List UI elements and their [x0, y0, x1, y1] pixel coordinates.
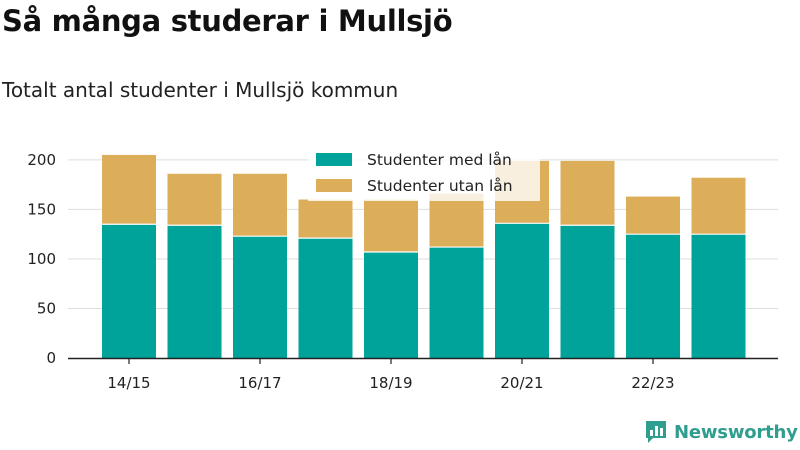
chart-subtitle: Totalt antal studenter i Mullsjö kommun	[2, 78, 399, 102]
legend-label: Studenter utan lån	[367, 177, 513, 195]
legend-swatch	[316, 153, 352, 166]
brand-name: Newsworthy	[674, 421, 798, 443]
bar-with-loan	[691, 234, 746, 358]
bar-with-loan	[167, 225, 222, 358]
bar-without-loan	[691, 177, 746, 235]
y-tick-label: 0	[46, 349, 56, 367]
bar-with-loan	[102, 224, 156, 358]
bar-with-loan	[298, 238, 353, 358]
bar-without-loan	[429, 193, 484, 248]
y-tick-label: 150	[27, 200, 56, 218]
chart-title: Så många studerar i Mullsjö	[2, 4, 453, 38]
y-tick-label: 100	[27, 250, 56, 268]
bar-with-loan	[626, 234, 680, 358]
legend-label: Studenter med lån	[367, 151, 512, 169]
y-tick-label: 200	[27, 151, 56, 169]
bar-with-loan	[233, 236, 287, 358]
x-tick-label: 20/21	[500, 374, 543, 392]
axes: 0 50 100 150 200 14/15 16/17 18/19 20/21 22/23	[27, 151, 778, 392]
bar-with-loan	[429, 247, 484, 358]
legend: Studenter med lån Studenter utan lån	[308, 145, 540, 201]
bar-with-loan	[560, 225, 615, 358]
newsworthy-logo-icon	[646, 421, 666, 443]
bar-without-loan	[102, 154, 156, 225]
y-tick-label: 50	[37, 299, 56, 317]
bar-with-loan	[495, 223, 549, 358]
bar-without-loan	[233, 173, 287, 237]
x-tick-label: 16/17	[238, 374, 281, 392]
legend-swatch	[316, 179, 352, 192]
bar-with-loan	[364, 252, 418, 358]
x-tick-label: 14/15	[107, 374, 150, 392]
x-tick-label: 18/19	[369, 374, 412, 392]
bar-without-loan	[364, 199, 418, 253]
bar-without-loan	[298, 199, 353, 239]
bar-without-loan	[560, 160, 615, 226]
bar-without-loan	[626, 196, 680, 235]
x-tick-label: 22/23	[631, 374, 674, 392]
newsworthy-logo: Newsworthy	[644, 419, 798, 445]
bars	[102, 154, 746, 358]
bar-without-loan	[167, 173, 222, 226]
